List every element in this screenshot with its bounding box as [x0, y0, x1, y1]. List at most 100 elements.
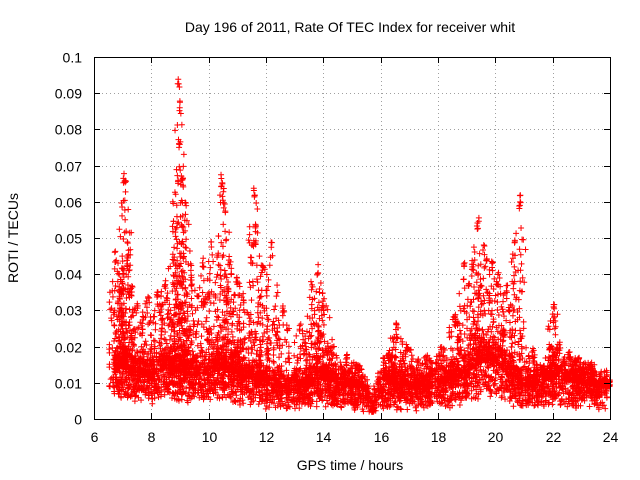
- data-point: [424, 394, 431, 401]
- data-point: [207, 264, 214, 271]
- data-point: [364, 395, 371, 402]
- data-point: [239, 384, 246, 391]
- data-point: [204, 381, 211, 388]
- data-point: [537, 398, 544, 405]
- data-point: [552, 392, 559, 399]
- data-point: [390, 401, 397, 408]
- data-point: [545, 383, 552, 390]
- data-point: [221, 391, 228, 398]
- data-point: [109, 293, 116, 300]
- data-point: [130, 378, 137, 385]
- data-point: [337, 403, 344, 410]
- data-point: [122, 216, 129, 223]
- data-point: [401, 395, 408, 402]
- data-point: [434, 384, 441, 391]
- data-point: [210, 258, 217, 265]
- data-point: [534, 401, 541, 408]
- data-point: [431, 393, 438, 400]
- data-point: [398, 406, 405, 413]
- data-points: [106, 76, 613, 415]
- data-point: [176, 163, 183, 170]
- data-point: [148, 392, 155, 399]
- data-point: [546, 399, 553, 406]
- data-point: [187, 395, 194, 402]
- data-point: [404, 406, 411, 413]
- data-point: [303, 392, 310, 399]
- data-point: [176, 98, 183, 105]
- data-point: [226, 229, 233, 236]
- data-point: [497, 376, 504, 383]
- data-point: [222, 228, 229, 235]
- data-point: [119, 381, 126, 388]
- data-point: [332, 382, 339, 389]
- data-point: [169, 223, 176, 230]
- data-point: [266, 404, 273, 411]
- data-point: [116, 226, 123, 233]
- data-point: [142, 338, 149, 345]
- data-point: [106, 382, 113, 389]
- data-point: [114, 380, 121, 387]
- data-point: [151, 378, 158, 385]
- data-point: [225, 381, 232, 388]
- data-point: [413, 393, 420, 400]
- data-point: [171, 395, 178, 402]
- data-point: [490, 363, 497, 370]
- data-point: [451, 396, 458, 403]
- data-point: [264, 387, 271, 394]
- data-point: [300, 395, 307, 402]
- data-point: [473, 367, 480, 374]
- data-point: [351, 406, 358, 413]
- data-point: [231, 291, 238, 298]
- data-point: [423, 402, 430, 409]
- data-point: [123, 228, 130, 235]
- data-point: [544, 383, 551, 390]
- data-point: [396, 398, 403, 405]
- data-point: [189, 386, 196, 393]
- data-point: [511, 385, 518, 392]
- data-point: [182, 284, 189, 291]
- data-point: [243, 378, 250, 385]
- data-point: [200, 255, 207, 262]
- data-point: [559, 382, 566, 389]
- data-point: [371, 397, 378, 404]
- data-point: [179, 175, 186, 182]
- data-point: [583, 394, 590, 401]
- data-point: [359, 399, 366, 406]
- data-point: [448, 384, 455, 391]
- data-point: [163, 294, 170, 301]
- data-point: [156, 376, 163, 383]
- data-point: [173, 224, 180, 231]
- data-point: [124, 239, 131, 246]
- data-point: [222, 383, 229, 390]
- data-point: [278, 391, 285, 398]
- data-point: [181, 378, 188, 385]
- data-point: [175, 80, 182, 87]
- data-point: [119, 212, 126, 219]
- data-point: [206, 387, 213, 394]
- data-point: [566, 390, 573, 397]
- data-point: [474, 395, 481, 402]
- data-point: [284, 389, 291, 396]
- data-point: [586, 403, 593, 410]
- data-point: [296, 366, 303, 373]
- data-point: [536, 386, 543, 393]
- data-point: [601, 389, 608, 396]
- data-point: [394, 395, 401, 402]
- data-point: [178, 382, 185, 389]
- data-point: [603, 394, 610, 401]
- data-point: [151, 313, 158, 320]
- data-point: [166, 374, 173, 381]
- data-point: [594, 401, 601, 408]
- data-point: [122, 375, 129, 382]
- data-point: [117, 369, 124, 376]
- data-point: [177, 110, 184, 117]
- data-point: [351, 391, 358, 398]
- grid: [94, 57, 610, 419]
- data-point: [440, 394, 447, 401]
- data-point: [360, 399, 367, 406]
- data-point: [132, 383, 139, 390]
- data-point: [270, 388, 277, 395]
- data-point: [377, 374, 384, 381]
- data-point: [165, 388, 172, 395]
